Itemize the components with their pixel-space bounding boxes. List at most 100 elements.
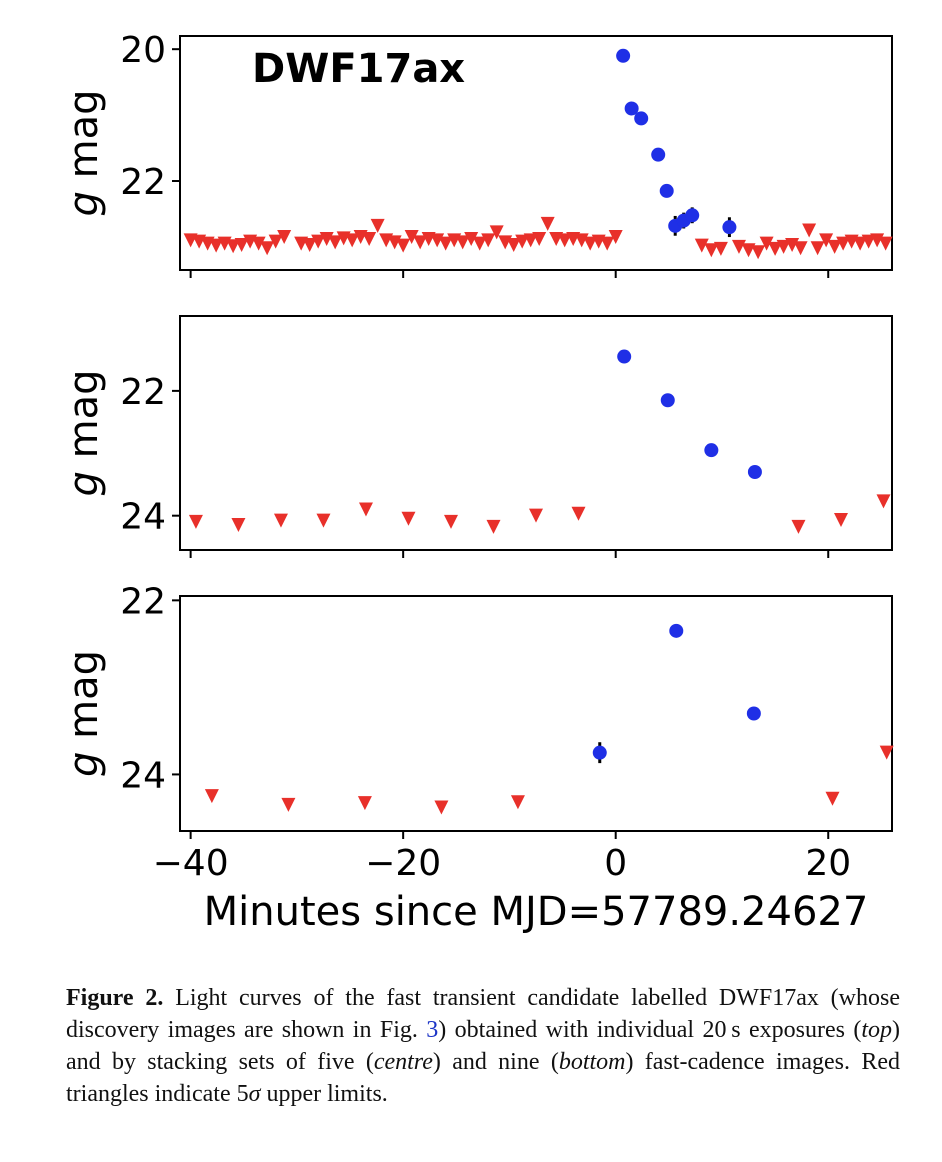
panel-centre-y-tick-label: 24 — [120, 497, 166, 538]
panel-top-upper-limit-marker — [819, 233, 834, 248]
panel-top-upper-limit-marker — [234, 237, 249, 252]
panel-centre-upper-limit-marker — [529, 508, 543, 523]
panel-top-upper-limit-marker — [251, 236, 266, 251]
panel-bottom-y-tick-label: 24 — [120, 755, 166, 796]
panel-top-upper-limit-marker — [464, 232, 479, 247]
panel-top-y-tick-label: 20 — [120, 30, 166, 71]
panel-top-upper-limit-marker — [209, 238, 224, 253]
x-tick-label: 20 — [805, 843, 851, 884]
panel-top-upper-limit-marker — [810, 241, 825, 256]
caption-label: Figure 2. — [66, 985, 164, 1011]
panel-bottom-y-axis-label: g mag — [61, 650, 107, 777]
panel-bottom-y-tick-label: 22 — [120, 581, 166, 622]
panel-centre-upper-limit-marker — [443, 514, 458, 529]
panel-top-frame — [179, 35, 893, 271]
panel-top-upper-limit-marker — [532, 232, 547, 247]
panel-top-upper-limit-marker — [481, 233, 496, 248]
panel-top-upper-limit-marker — [362, 232, 377, 247]
panel-top-upper-limit-marker — [600, 236, 615, 251]
panel-top-upper-limit-marker — [311, 234, 326, 249]
x-tick-label: −40 — [153, 843, 229, 884]
light-curve-figure: 20 22 g mag DWF17ax 22 24 g mag −40 −20 0 20 22 24 g … — [61, 30, 894, 935]
panel-top-upper-limit-marker — [853, 236, 868, 251]
caption-top: top — [861, 1017, 892, 1043]
caption-text-2: ) obtained with individual 20 s exposure… — [438, 1017, 862, 1043]
panel-top-upper-limit-marker — [404, 230, 419, 245]
panel-top-upper-limit-marker — [455, 235, 470, 250]
panel-top-upper-limit-marker — [523, 233, 538, 248]
figure-caption: Figure 2. Light curves of the fast trans… — [66, 982, 900, 1110]
panel-top-detection-point — [685, 208, 700, 223]
caption-text-5: ) fast-cadence images. Red triangles ind… — [66, 1049, 900, 1107]
panel-top-upper-limit-marker — [277, 230, 292, 245]
panel-top-upper-limit-marker — [608, 230, 623, 245]
panel-top-upper-limit-marker — [328, 235, 343, 250]
panel-top-upper-limit-marker — [260, 241, 275, 256]
panel-top-detection-point — [722, 220, 737, 235]
panel-bottom-detection-point — [746, 706, 761, 721]
panel-top-upper-limit-marker — [827, 239, 842, 254]
caption-sigma: σ — [248, 1081, 261, 1107]
panel-centre-frame — [179, 315, 893, 551]
panel-centre-upper-limit-marker — [273, 513, 288, 528]
panel-top-upper-limit-marker — [226, 239, 241, 254]
caption-text-1: Light curves of the fast transient candi… — [66, 985, 901, 1043]
panel-bottom-detection-point — [592, 745, 607, 760]
panel-top-detection-point — [616, 48, 631, 63]
panel-centre-upper-limit-marker — [231, 518, 246, 533]
panel-bottom-frame — [179, 595, 893, 832]
panel-top-upper-limit-marker — [751, 245, 766, 260]
caption-text-3: ) and by stacking sets of five ( — [66, 1017, 900, 1075]
panel-top-y-tick-label: 22 — [120, 162, 166, 203]
panel-top-upper-limit-marker — [776, 239, 791, 254]
panel-centre-upper-limit-marker — [791, 519, 806, 534]
panel-centre-upper-limit-marker — [571, 506, 586, 521]
x-axis-label: Minutes since MJD=57789.24627 — [204, 889, 869, 935]
panel-top-detection-point — [624, 101, 639, 116]
panel-centre-detection-point — [704, 443, 719, 458]
caption-bottom: bottom — [558, 1049, 626, 1075]
panel-top-upper-limit-marker — [694, 238, 709, 253]
panel-centre-upper-limit-marker — [401, 511, 416, 526]
caption-centre: centre — [373, 1049, 433, 1075]
panel-top-upper-limit-marker — [878, 236, 893, 251]
panel-centre-upper-limit-marker — [188, 514, 203, 529]
caption-text-4: ) and nine ( — [432, 1049, 559, 1075]
panel-top-upper-limit-marker — [583, 236, 598, 251]
panel-top-upper-limit-marker — [793, 241, 808, 256]
x-tick-label: −20 — [365, 843, 441, 884]
panel-bottom-upper-limit-marker — [879, 745, 894, 760]
panel-top-upper-limit-marker — [836, 236, 851, 251]
panel-top-detection-point — [651, 147, 666, 162]
panel-top-upper-limit-marker — [540, 216, 555, 231]
panel-title: DWF17ax — [252, 46, 465, 92]
panel-centre-upper-limit-marker — [358, 502, 373, 517]
panel-centre-upper-limit-marker — [833, 513, 848, 528]
panel-top-detection-point — [659, 183, 674, 198]
panel-bottom-upper-limit-marker — [281, 797, 296, 812]
panel-top-upper-limit-marker — [557, 233, 572, 248]
panel-centre-upper-limit-marker — [316, 513, 331, 528]
caption-text-6: upper limits. — [260, 1081, 388, 1107]
panel-top-upper-limit-marker — [704, 243, 719, 258]
panel-top-upper-limit-marker — [861, 234, 876, 249]
panel-top-upper-limit-marker — [396, 238, 411, 253]
panel-top-upper-limit-marker — [768, 241, 783, 256]
panel-bottom-upper-limit-marker — [510, 795, 525, 810]
panel-bottom-upper-limit-marker — [434, 800, 449, 815]
panel-centre-detection-point — [660, 393, 675, 408]
panel-top-y-axis-label: g mag — [61, 90, 107, 217]
panel-top-upper-limit-marker — [506, 237, 521, 252]
panel-top-upper-limit-marker — [302, 237, 317, 252]
panel-top-upper-limit-marker — [802, 223, 817, 238]
panel-bottom-upper-limit-marker — [825, 791, 840, 806]
panel-top-upper-limit-marker — [489, 225, 504, 240]
panel-top-upper-limit-marker — [413, 235, 428, 250]
panel-centre-y-tick-label: 22 — [120, 372, 166, 413]
panel-top-upper-limit-marker — [472, 236, 487, 251]
panel-bottom-detection-point — [669, 623, 684, 638]
panel-top-upper-limit-marker — [713, 241, 728, 256]
panel-centre-detection-point — [747, 465, 762, 479]
caption-figure-link[interactable]: 3 — [426, 1017, 439, 1043]
panel-top-upper-limit-marker — [515, 234, 530, 249]
